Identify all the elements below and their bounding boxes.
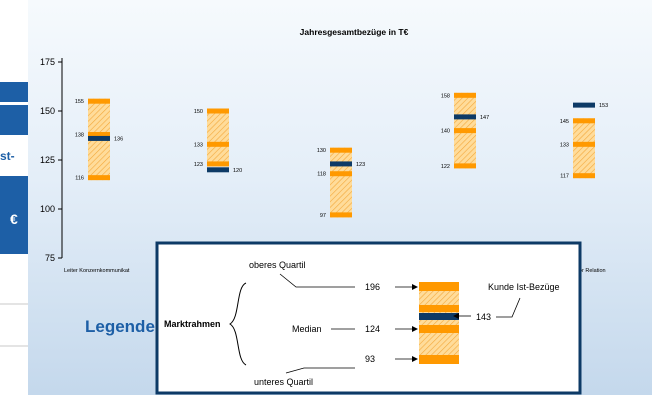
legend-median-label: Median [292,324,322,334]
legend-client-arrowhead [453,313,459,319]
legend-range-hatch [419,282,459,364]
legend-lower-quartile-bar [419,355,459,364]
y-tick-label: 175 [40,57,55,67]
lower-quartile-label: 117 [560,174,569,180]
y-tick-label: 150 [40,106,55,116]
client-value-label: 123 [356,162,365,168]
client-bar [88,135,110,141]
lower-quartile-label: 123 [194,162,203,168]
upper-quartile-label: 145 [560,119,569,125]
range-hatch [573,118,595,179]
lower-quartile-bar [207,161,229,167]
upper-quartile-label: 130 [317,148,326,154]
table-header-row-3 [0,176,28,254]
lower-quartile-bar [88,175,110,181]
table-header-row-2 [0,105,28,135]
legend-client-label: Kunde Ist-Bezüge [488,282,560,292]
legend-median-bar [419,325,459,333]
slide-panel: Jahresgesamtbezüge in T€ 75 100 125 150 175 L… [28,0,652,395]
legend-lower-label: unteres Quartil [254,377,313,387]
client-value-label: 153 [599,103,608,109]
legend-median-value: 124 [365,324,380,334]
legend-upper-label: oberes Quartil [249,260,306,270]
upper-quartile-label: 150 [194,109,203,115]
client-bar [573,102,595,108]
upper-quartile-bar [330,147,352,153]
chart-title: Jahresgesamtbezüge in T€ [300,27,409,37]
median-bar [454,128,476,134]
legend-upper-connector [279,273,355,288]
median-bar [330,171,352,177]
legend-frame-label: Marktrahmen [164,319,221,329]
legend-median-arrowhead [412,326,418,332]
median-label: 118 [317,172,326,178]
legend-box: Marktrahmen oberes Quartil 196 Median 12… [155,241,582,395]
range-hatch [207,108,229,167]
table-cell-ist: st- [0,149,15,163]
table-cell-euro: € [10,211,18,227]
legend-lower-arrowhead [412,356,418,362]
range-bar-group: 145 133 117 153 [560,102,608,180]
range-bar-group: 130 118 97 123 [317,147,365,219]
range-hatch [330,147,352,218]
client-bar [207,167,229,173]
y-tick-label: 125 [40,155,55,165]
lower-quartile-bar [454,163,476,169]
median-bar [88,132,110,138]
median-bar [207,141,229,147]
lower-quartile-label: 116 [75,176,84,182]
median-label: 133 [194,142,203,148]
client-bar [454,114,476,120]
median-label: 140 [441,129,450,135]
range-bar-group: 150 133 123 120 [194,108,242,174]
lower-quartile-label: 122 [441,164,450,170]
legend-lower-value: 93 [365,354,375,364]
client-value-label: 120 [233,168,242,174]
lower-quartile-label: 97 [320,213,326,219]
range-bar-group: 158 140 122 147 [441,92,489,170]
upper-quartile-bar [573,118,595,124]
legend-frame [155,241,582,395]
upper-quartile-label: 158 [441,93,450,99]
y-tick-label: 75 [45,253,55,263]
upper-quartile-bar [88,98,110,104]
left-table-graphic: st- € [0,82,28,347]
legend-client-value: 143 [476,312,491,322]
legend-client-bar [419,313,459,320]
range-bar-group: 155 138 116 136 [75,98,123,182]
median-label: 133 [560,142,569,148]
upper-quartile-bar [207,108,229,114]
legend-lower-connector [285,367,355,374]
legend-median-bar-top [419,305,459,312]
lower-quartile-bar [330,212,352,218]
legend-upper-arrowhead [412,284,418,290]
lower-quartile-bar [573,173,595,179]
median-bar [573,141,595,147]
table-header-row-1 [0,82,28,102]
legend-title: Legende [85,317,155,336]
legend-upper-quartile-bar [419,282,459,291]
client-value-label: 147 [480,115,489,121]
median-label: 138 [75,133,84,139]
legend-brace [229,282,247,366]
legend-client-connector [496,297,521,318]
category-label: Leiter Konzernkommunikat [64,268,130,274]
upper-quartile-label: 155 [75,99,84,105]
y-tick-label: 100 [40,204,55,214]
client-value-label: 136 [114,136,123,142]
left-table-panel: st- € [0,0,28,395]
legend-upper-value: 196 [365,282,380,292]
market-range-chart: Jahresgesamtbezüge in T€ 75 100 125 150 175 L… [40,27,608,395]
client-bar [330,161,352,167]
upper-quartile-bar [454,92,476,98]
